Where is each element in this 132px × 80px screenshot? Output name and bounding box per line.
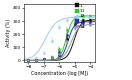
X-axis label: Concentration (log [M]): Concentration (log [M]): [31, 71, 88, 76]
Legend: 1, 11, 12, 13, 14: 1, 11, 12, 13, 14: [74, 3, 86, 29]
Y-axis label: Activity (%): Activity (%): [6, 19, 11, 47]
